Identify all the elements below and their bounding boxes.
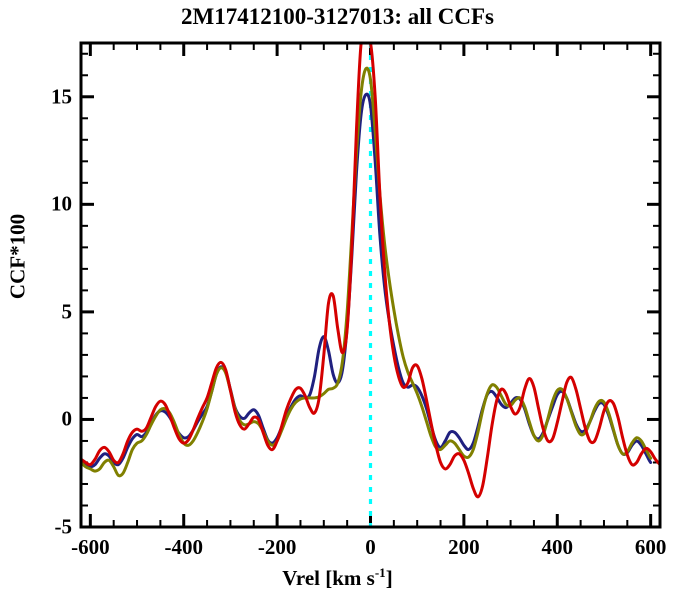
x-tick-label: 400: [541, 535, 574, 559]
x-tick-label: 0: [365, 535, 376, 559]
x-axis-label-close: ]: [385, 566, 393, 590]
y-tick-label: 0: [61, 406, 73, 431]
x-tick-label: -200: [257, 535, 297, 559]
y-tick-label: -5: [54, 514, 73, 539]
data-series-group: [81, 43, 660, 499]
page-title: 2M17412100-3127013: all CCFs: [180, 4, 495, 29]
y-tick-label: 5: [61, 299, 73, 324]
x-axis-label-exponent: -1: [374, 565, 386, 580]
y-tick-label: 10: [51, 191, 72, 216]
x-tick-label: -600: [71, 535, 110, 559]
axis-frame: [79, 41, 662, 529]
x-axis-label-main: Vrel [km s: [282, 566, 375, 590]
y-tick-label: 15: [51, 84, 72, 109]
x-axis-label: Vrel [km s-1]: [0, 566, 675, 591]
ccf-red: [81, 43, 660, 499]
ccf-olive: [81, 66, 653, 478]
x-tick-label: -400: [164, 535, 203, 559]
x-tick-label: 600: [634, 535, 667, 559]
x-tick-label: 200: [448, 535, 480, 559]
